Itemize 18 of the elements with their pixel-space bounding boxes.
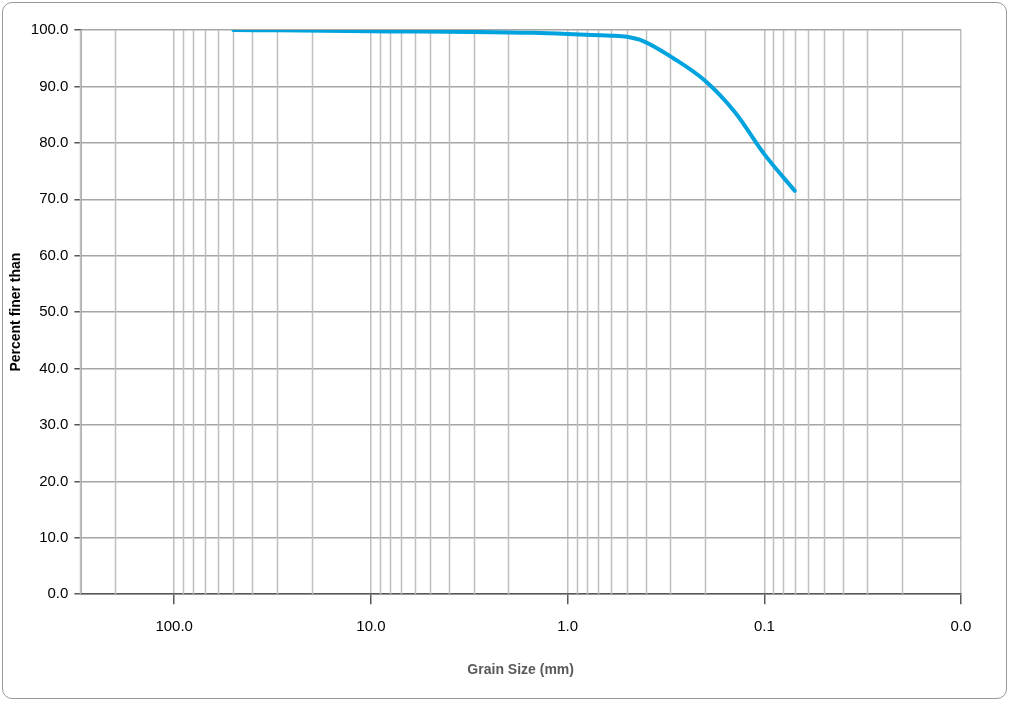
x-tick-label: 1.0 bbox=[557, 617, 579, 635]
x-tick-label: 100.0 bbox=[155, 617, 193, 635]
y-tick-label: 90.0 bbox=[39, 76, 69, 94]
y-tick-label: 20.0 bbox=[39, 471, 69, 489]
x-tick-label: 0.1 bbox=[753, 617, 775, 635]
y-tick-label: 30.0 bbox=[39, 415, 69, 433]
y-tick-label: 40.0 bbox=[39, 358, 69, 376]
y-tick-label: 70.0 bbox=[39, 189, 69, 207]
x-tick-label: 0.0 bbox=[950, 617, 972, 635]
y-tick-label: 100.0 bbox=[30, 20, 69, 38]
y-tick-label: 0.0 bbox=[47, 584, 69, 602]
y-tick-label: 60.0 bbox=[39, 245, 69, 263]
x-tick-label: 10.0 bbox=[356, 617, 386, 635]
y-tick-label: 50.0 bbox=[39, 302, 69, 320]
y-axis-title: Percent finer than bbox=[7, 252, 24, 372]
y-tick-label: 80.0 bbox=[39, 132, 69, 150]
x-axis-title: Grain Size (mm) bbox=[467, 661, 574, 678]
y-tick-label: 10.0 bbox=[39, 527, 69, 545]
